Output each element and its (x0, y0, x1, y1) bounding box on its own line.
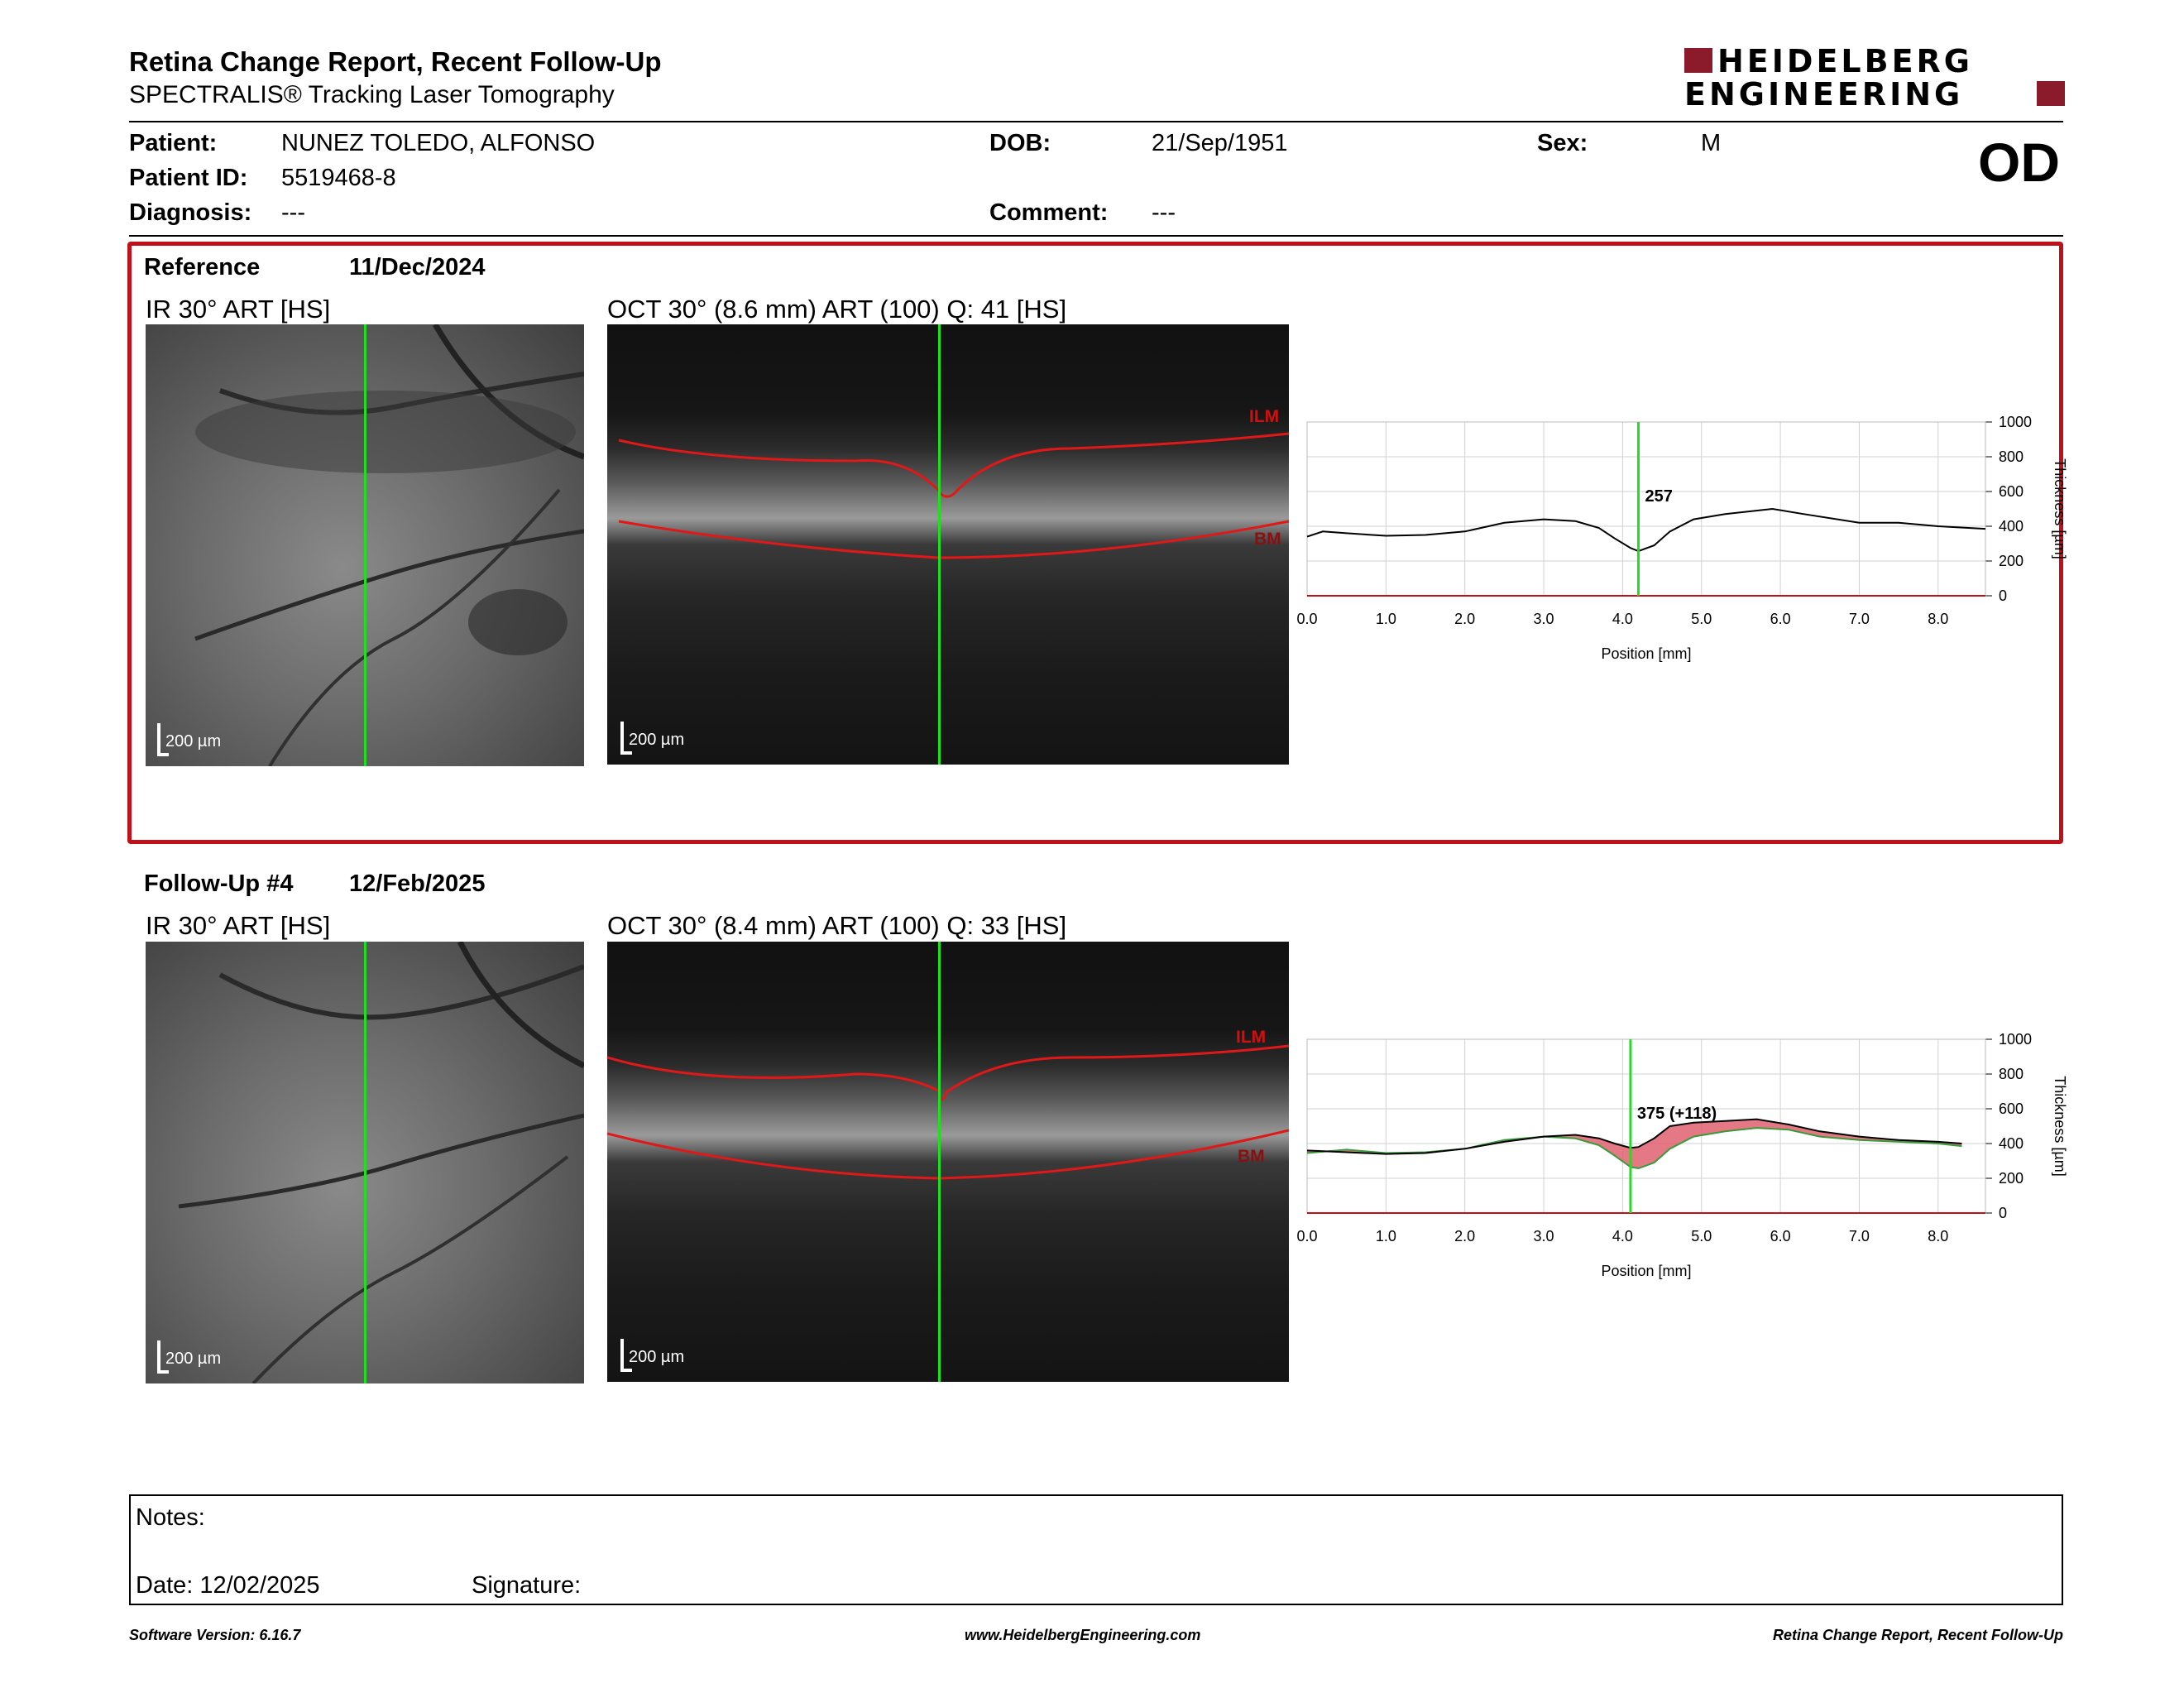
ilm-label: ILM (1236, 1028, 1267, 1047)
y-tick-label: 800 (1999, 1066, 2024, 1082)
y-tick-label: 400 (1999, 1135, 2024, 1152)
y-tick-label: 0 (1999, 587, 2007, 604)
notes-label: Notes: (136, 1504, 205, 1531)
x-tick-label: 0.0 (1296, 1228, 1317, 1244)
x-tick-label: 4.0 (1612, 1228, 1633, 1244)
x-tick-label: 2.0 (1454, 611, 1475, 627)
followup-thickness-change-chart: 0.0 1.0 2.0 3.0 4.0 5.0 6.0 7.0 8.0 0 200 400 600 800… (1296, 1031, 2068, 1279)
reference-ir-fundus-image: 200 µm (146, 324, 584, 766)
patient-divider (129, 235, 2063, 237)
followup-oct-label: OCT 30° (8.4 mm) ART (100) Q: 33 [HS] (607, 911, 1067, 940)
x-tick-label: 7.0 (1849, 611, 1870, 627)
website-link[interactable]: www.HeidelbergEngineering.com (965, 1627, 1201, 1643)
y-tick-label: 600 (1999, 483, 2024, 500)
diagnosis-label: Diagnosis: (129, 199, 252, 226)
reference-ir-label: IR 30° ART [HS] (146, 295, 331, 324)
scan-position-line (938, 942, 941, 1382)
dob-label: DOB: (989, 130, 1051, 156)
x-axis-label: Position [mm] (1601, 1263, 1691, 1279)
reference-frame (127, 242, 2063, 844)
followup-ir-fundus-image: 200 µm (146, 942, 584, 1383)
thickness-line (1306, 507, 1986, 553)
sex-label: Sex: (1537, 130, 1588, 156)
scan-position-line (364, 942, 366, 1383)
y-axis-label: Thickness [µm] (2052, 458, 2068, 559)
oct-layer-lines-icon (618, 432, 1289, 559)
marker-value-label: 257 (1645, 487, 1672, 506)
scan-position-line (938, 324, 941, 765)
notes-box[interactable]: Notes: Date: 12/02/2025 Signature: (129, 1494, 2063, 1605)
x-tick-label: 7.0 (1849, 1228, 1870, 1244)
report-title: Retina Change Report, Recent Follow-Up (129, 46, 662, 77)
x-tick-label: 1.0 (1376, 1228, 1396, 1244)
x-tick-label: 8.0 (1928, 1228, 1948, 1244)
y-tick-label: 1000 (1999, 414, 2032, 430)
logo-line-1: HEIDELBERG (1717, 43, 1973, 79)
x-tick-label: 5.0 (1691, 611, 1712, 627)
y-tick-label: 0 (1999, 1205, 2007, 1221)
plot-area (1306, 1038, 1986, 1214)
followup-date: 12/Feb/2025 (349, 870, 486, 897)
plot-area (1306, 421, 1986, 597)
followup-thickness-line (1306, 1118, 1962, 1155)
report-subtitle: SPECTRALIS® Tracking Laser Tomography (129, 81, 615, 108)
bm-label: BM (1254, 530, 1281, 549)
logo-square-icon (1684, 48, 1712, 73)
reference-label: Reference (144, 254, 261, 281)
y-tick-label: 600 (1999, 1101, 2024, 1117)
diagnosis-value: --- (281, 199, 305, 226)
x-tick-label: 6.0 (1770, 1228, 1791, 1244)
x-tick-label: 5.0 (1691, 1228, 1712, 1244)
x-tick-label: 6.0 (1770, 611, 1791, 627)
reference-oct-label: OCT 30° (8.6 mm) ART (100) Q: 41 [HS] (607, 295, 1067, 324)
patient-label: Patient: (129, 130, 218, 156)
oct-layer-lines-icon (607, 1044, 1289, 1180)
notes-date: Date: 12/02/2025 (136, 1572, 320, 1599)
followup-label: Follow-Up #4 (144, 870, 294, 897)
x-tick-label: 0.0 (1296, 611, 1317, 627)
y-tick-label: 1000 (1999, 1031, 2032, 1048)
x-tick-label: 8.0 (1928, 611, 1948, 627)
reference-thickness-chart: 0.0 1.0 2.0 3.0 4.0 5.0 6.0 7.0 8.0 0 200 400 600 800… (1296, 414, 2068, 662)
x-tick-label: 4.0 (1612, 611, 1633, 627)
y-tick-label: 800 (1999, 448, 2024, 465)
signature-label: Signature: (472, 1572, 582, 1599)
x-axis-label: Position [mm] (1601, 645, 1691, 662)
x-tick-label: 3.0 (1534, 1228, 1554, 1244)
header-divider (129, 121, 2063, 122)
bm-label: BM (1238, 1147, 1265, 1166)
ilm-label: ILM (1249, 407, 1280, 426)
logo-square-icon (2037, 81, 2065, 106)
dob-value: 21/Sep/1951 (1152, 130, 1288, 156)
x-tick-label: 1.0 (1376, 611, 1396, 627)
sex-value: M (1701, 130, 1722, 156)
scan-position-line (364, 324, 366, 766)
reference-date: 11/Dec/2024 (349, 254, 486, 281)
y-tick-label: 400 (1999, 518, 2024, 535)
patient-id: 5519468-8 (281, 165, 396, 191)
patient-name: NUNEZ TOLEDO, ALFONSO (281, 130, 596, 156)
comment-value: --- (1152, 199, 1176, 226)
y-tick-label: 200 (1999, 1170, 2024, 1187)
reference-oct-bscan-image: ILM BM 200 µm (607, 324, 1289, 765)
marker-value-label: 375 (+118) (1637, 1105, 1717, 1123)
patient-id-label: Patient ID: (129, 165, 248, 191)
x-tick-label: 2.0 (1454, 1228, 1475, 1244)
comment-label: Comment: (989, 199, 1109, 226)
heidelberg-logo: HEIDELBERG ENGINEERING (1684, 46, 2065, 113)
y-tick-label: 200 (1999, 553, 2024, 569)
logo-line-2: ENGINEERING (1684, 76, 1964, 113)
eye-indicator: OD (1978, 132, 2060, 193)
x-tick-label: 3.0 (1534, 611, 1554, 627)
retina-vessels-icon (178, 942, 584, 1383)
followup-ir-label: IR 30° ART [HS] (146, 911, 331, 940)
followup-oct-bscan-image: ILM BM 200 µm (607, 942, 1289, 1382)
software-version: Software Version: 6.16.7 (129, 1627, 301, 1643)
retina-vessels-icon (194, 324, 584, 766)
footer-report-name: Retina Change Report, Recent Follow-Up (1772, 1627, 2063, 1643)
y-axis-label: Thickness [µm] (2052, 1076, 2068, 1176)
